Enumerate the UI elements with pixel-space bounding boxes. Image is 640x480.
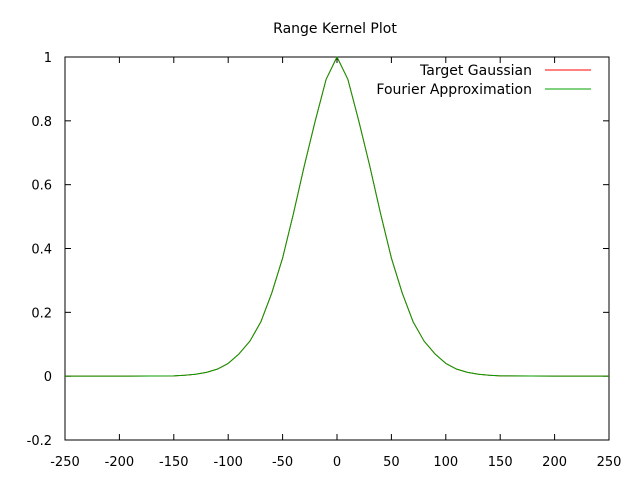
y-tick-label: 0.4 [31,243,52,258]
legend: Target Gaussian Fourier Approximation [376,63,591,98]
axis-ticks: -250 -200 -150 -100 -50 0 50 100 150 200 250 -0.2 0 0… [27,51,622,470]
x-tick-label: -100 [213,455,243,470]
x-tick-label: 150 [488,455,513,470]
series-lines [65,56,609,377]
x-tick-label: 100 [433,455,458,470]
y-tick-label: 0.2 [31,306,52,321]
x-tick-label: 200 [542,455,567,470]
legend-label: Fourier Approximation [376,82,532,98]
plot-area-frame [64,56,610,441]
series-line-target-gaussian [65,56,609,377]
legend-label: Target Gaussian [419,63,532,79]
x-tick-label: 0 [333,455,341,470]
series-line-fourier-approximation [65,56,609,377]
x-tick-label: -50 [272,455,293,470]
x-tick-label: -200 [105,455,135,470]
y-tick-label: -0.2 [27,434,52,449]
x-tick-label: 50 [383,455,400,470]
y-tick-label: 0 [44,370,52,385]
x-tick-label: -250 [50,455,80,470]
y-tick-label: 0.6 [31,179,52,194]
y-tick-label: 1 [44,51,52,66]
x-tick-label: -150 [159,455,189,470]
y-tick-label: 0.8 [31,115,52,130]
x-tick-label: 250 [597,455,622,470]
chart-title: Range Kernel Plot [273,21,397,37]
